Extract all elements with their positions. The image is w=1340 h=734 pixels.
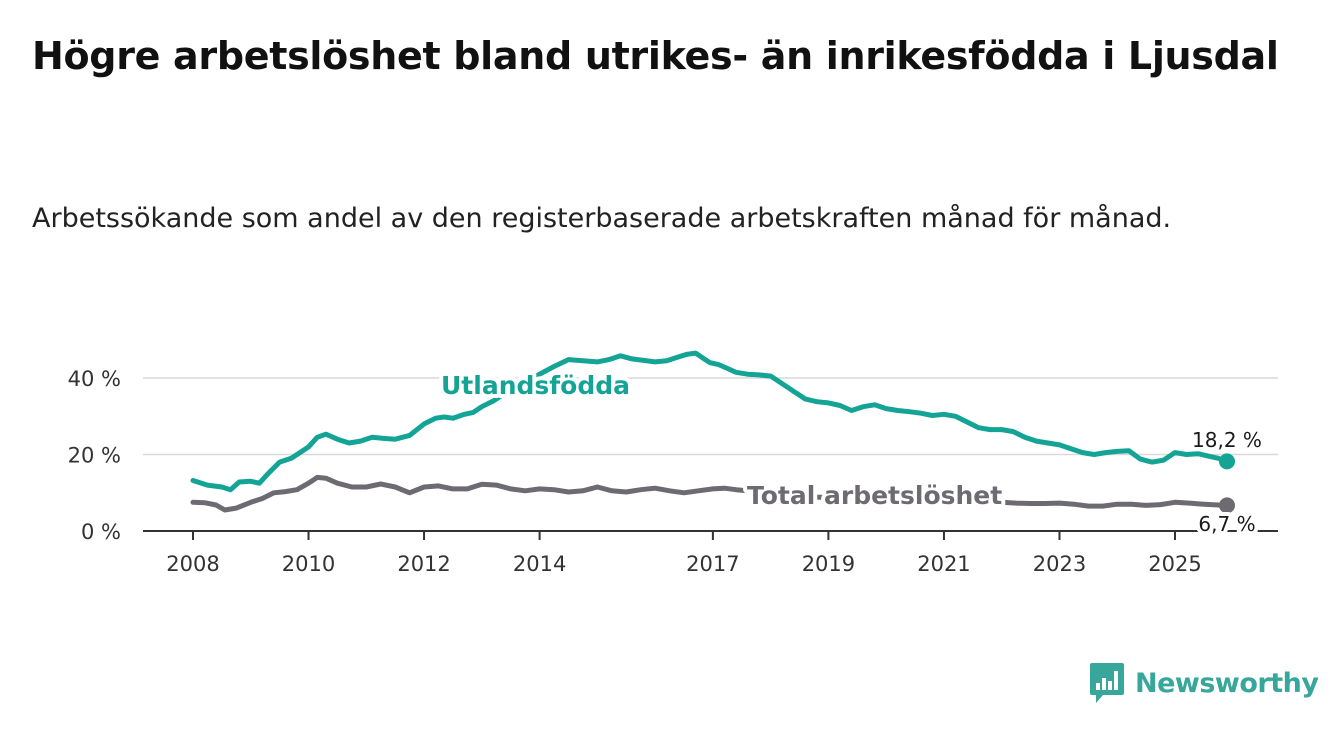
end-label-total-halo: 6,7 % [1198,512,1255,536]
series-label-utlandsfodda: Utlandsfödda [441,371,630,400]
axes: 0 % 20 % 40 % 2008 2010 2012 2014 2017 2019 2021 2… [68,367,1278,576]
x-tick-label: 2012 [397,552,450,576]
series-line-utlandsfodda [190,350,1230,493]
y-tick-label: 0 % [81,520,121,544]
series-label-utlandsfodda-halo: Utlandsfödda [441,371,630,400]
x-tick-label: 2014 [513,552,566,576]
end-label-total: 6,7 % [1198,512,1255,536]
end-point-utlandsfodda [1219,453,1235,470]
x-tick-label: 2010 [282,552,335,576]
brand-name: Newsworthy [1135,667,1319,699]
series-label-total: Total arbetslöshet [747,481,1002,510]
series-line-total [190,474,1230,513]
x-tick-label: 2025 [1148,552,1201,576]
chart-subtitle: Arbetssökande som andel av den registerb… [32,203,1172,234]
x-tick-label: 2017 [686,552,739,576]
end-label-utlandsfodda: 18,2 % [1192,428,1262,452]
end-label-utlandsfodda-halo: 18,2 % [1192,428,1262,452]
chart-title: Högre arbetslöshet bland utrikes- än inr… [32,34,1279,78]
newsworthy-logo-icon [1090,663,1124,703]
brand-logo: Newsworthy [1089,660,1319,706]
series-utlandsfodda [190,350,1235,493]
x-tick-label: 2021 [917,552,970,576]
x-tick-label: 2019 [802,552,855,576]
y-tick-label: 20 % [68,444,121,468]
x-tick-label: 2008 [166,552,219,576]
series-total-arbetsloshet [190,474,1235,514]
end-point-total [1219,497,1235,514]
x-tick-label: 2023 [1033,552,1086,576]
series-label-total-halo: Total arbetslöshet [747,481,1002,510]
y-tick-label: 40 % [68,367,121,391]
